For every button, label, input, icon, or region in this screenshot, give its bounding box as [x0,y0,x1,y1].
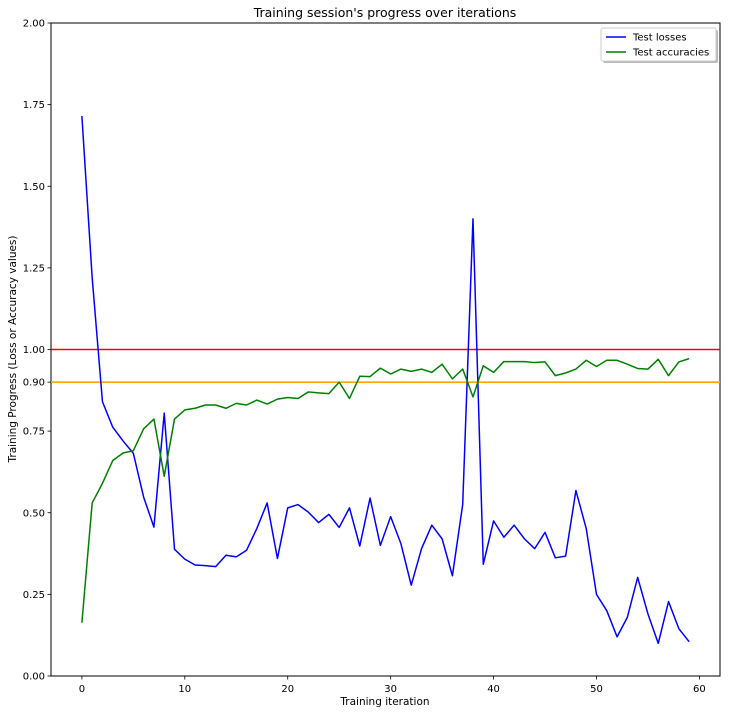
y-tick-label: 1.25 [23,263,45,274]
reference-lines [51,348,720,383]
x-tick-label: 20 [281,684,294,695]
x-tick-label: 50 [590,684,603,695]
y-tick-label: 1.00 [23,345,45,356]
y-tick-label: 2.00 [23,19,45,30]
x-axis-label: Training iteration [339,696,429,708]
legend-label-0: Test losses [632,33,687,44]
y-tick-label: 0.50 [23,508,45,519]
legend: Test losses Test accuracies [600,27,718,63]
y-tick-label: 1.75 [23,100,45,111]
y-axis-label: Training Progress (Loss or Accuracy valu… [7,236,19,464]
y-axis-ticks: 0.00 0.25 0.50 0.75 0.90 1.00 1.25 1.50 1.75 2.00 [23,19,51,683]
series-line-1 [81,357,690,623]
x-tick-label: 10 [178,684,191,695]
x-tick-label: 40 [487,684,500,695]
series-lines [81,116,690,645]
x-tick-label: 60 [693,684,706,695]
legend-box [600,27,717,62]
x-tick-label: 0 [79,684,85,695]
y-tick-label: 0.90 [23,378,45,389]
y-tick-label: 0.75 [23,427,45,438]
y-tick-label: 1.50 [23,182,45,193]
legend-label-1: Test accuracies [632,48,709,59]
series-line-0 [81,116,690,645]
x-axis-ticks: 0 10 20 30 40 50 60 [79,676,706,695]
y-tick-label: 0.00 [23,672,45,683]
x-tick-label: 30 [384,684,397,695]
chart-title: Training session's progress over iterati… [253,5,517,20]
y-tick-label: 0.25 [23,590,45,601]
